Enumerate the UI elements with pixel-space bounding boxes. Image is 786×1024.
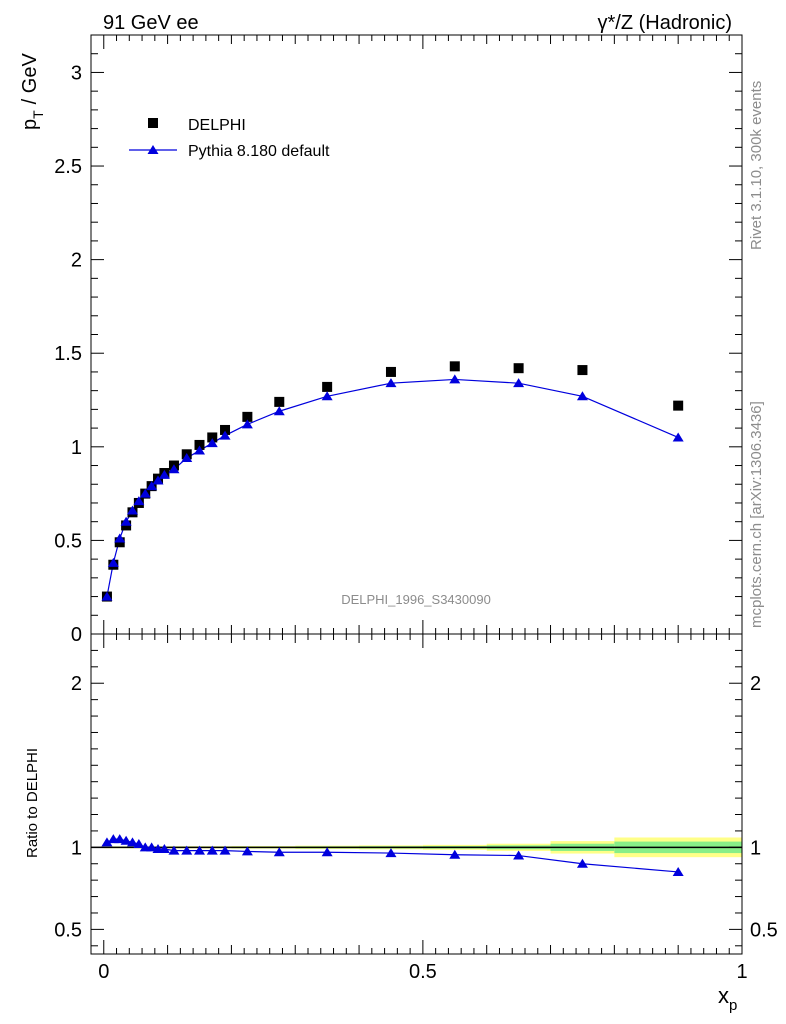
pythia-marker [273,406,285,416]
ratio-marker [133,839,145,849]
legend-label-pythia: Pythia 8.180 default [188,143,330,160]
ratio-marker [181,845,193,855]
pythia-marker [168,464,180,474]
mcplots-label: mcplots.cern.ch [arXiv:1306.3436] [748,401,765,628]
delphi-marker [274,396,285,407]
ratio-marker [158,843,170,853]
header-left: 91 GeV ee [103,12,199,34]
pythia-marker [152,475,164,485]
pythia-marker [158,469,170,479]
ratio-marker [576,858,588,868]
pythia-marker [101,591,113,601]
pythia-marker [139,488,151,498]
ratio-ytick-label: 1 [71,837,82,859]
main-ylabel-main: p [19,119,41,130]
ratio-marker [273,847,285,857]
legend: DELPHI Pythia 8.180 default [129,117,330,160]
pythia-marker [194,445,205,455]
ratio-marker [120,835,132,845]
pythia-marker [321,391,333,401]
ratio-marker [114,834,126,844]
main-ytick-label: 3 [71,62,82,84]
x-axis-title: xp [718,983,737,1014]
delphi-marker [207,432,218,443]
pythia-marker [133,496,145,506]
ratio-ytick-label: 2 [71,673,82,695]
main-ylabel-sub: T [30,110,46,119]
main-ytick-label: 1 [71,437,82,459]
main-ytick-label: 0 [71,624,82,646]
pythia-marker [120,516,132,526]
delphi-marker [449,361,460,372]
xtick-label: 0.5 [409,961,437,983]
analysis-watermark: DELPHI_1996_S3430090 [341,592,491,607]
delphi-marker [242,411,253,422]
ratio-marker [241,846,253,856]
header-right: γ*/Z (Hadronic) [598,12,732,34]
ratio-ylabel: Ratio to DELPHI [24,748,41,858]
pythia-marker [181,453,193,463]
legend-label-delphi: DELPHI [188,117,246,134]
ratio-marker [672,866,684,876]
ratio-ytick-label-right: 0.5 [750,919,778,941]
delphi-marker [322,381,333,392]
main-ytick-label: 0.5 [54,530,82,552]
ratio-ytick-label-right: 2 [750,673,761,695]
rivet-label: Rivet 3.1.10, 300k events [748,81,765,250]
ratio-ytick-label-right: 1 [750,837,761,859]
pythia-marker [449,374,461,384]
delphi-marker [513,363,524,374]
ratio-marker [168,845,180,855]
delphi-marker [220,424,231,435]
delphi-marker [194,439,205,450]
ratio-frame [90,633,743,955]
ratio-ytick-label: 0.5 [54,919,82,941]
main-ytick-label: 2 [71,250,82,272]
pythia-marker [107,557,119,567]
main-ytick-label: 2.5 [54,156,82,178]
pythia-marker [206,438,218,448]
ratio-panel: 0 0.5 10.5 0.51 12 2 [54,633,778,983]
pythia-marker [114,533,126,543]
ratio-marker [101,837,113,847]
delphi-marker [385,366,396,377]
pythia-marker [219,430,231,440]
pythia-marker [672,432,684,442]
xtick-label: 1 [736,961,747,983]
ratio-marker [513,850,525,860]
ratio-marker [206,845,218,855]
xtick-label: 0 [98,961,109,983]
ratio-marker [385,848,397,858]
pythia-marker [146,481,158,491]
xlabel-main: x [718,983,729,1008]
legend-marker-delphi [148,118,158,128]
delphi-marker [673,400,684,411]
pythia-marker [513,378,525,388]
main-ytick-label: 1.5 [54,343,82,365]
xlabel-sub: p [729,997,737,1014]
pythia-marker [576,391,588,401]
ratio-marker [449,849,461,859]
ratio-marker [321,847,333,857]
ratio-marker [146,842,158,852]
ratio-marker [219,845,231,855]
delphi-marker [577,365,588,376]
ratio-marker [126,837,138,847]
pythia-line [106,378,679,597]
pythia-marker [385,378,397,388]
ratio-marker [194,845,205,855]
legend-marker-pythia [147,145,159,154]
main-ylabel: pT / GeV [19,53,46,130]
pythia-marker [126,505,138,515]
pythia-marker [241,419,253,429]
main-ylabel-unit: / GeV [19,53,41,105]
